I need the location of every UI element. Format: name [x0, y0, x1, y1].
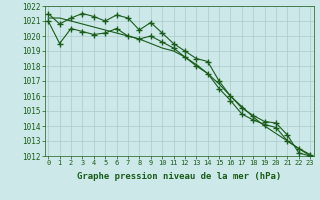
X-axis label: Graphe pression niveau de la mer (hPa): Graphe pression niveau de la mer (hPa)	[77, 172, 281, 181]
